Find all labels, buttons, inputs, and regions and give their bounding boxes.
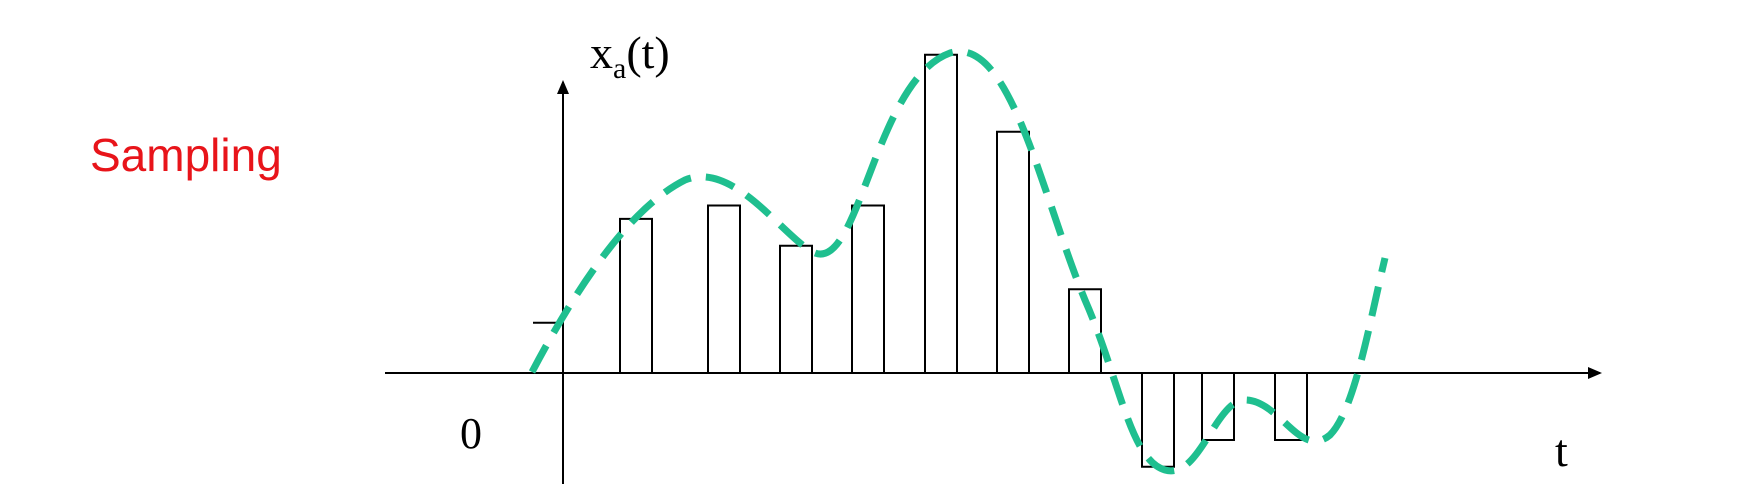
sample-pulse [1141, 373, 1175, 468]
origin-label: 0 [460, 409, 482, 458]
sample-pulse [1274, 373, 1308, 441]
sample-pulse [851, 204, 885, 373]
analog-signal-curve [528, 48, 1389, 475]
sample-pulse [619, 217, 653, 373]
sample-pulse [996, 130, 1030, 373]
sample-pulse [1068, 288, 1102, 373]
sample-pulse [779, 244, 813, 373]
slide-title: Sampling [90, 129, 282, 181]
sample-pulse [707, 204, 741, 373]
y-axis-label: xa(t) [590, 27, 670, 85]
sample-pulses [533, 53, 1308, 468]
sample-pulse [924, 53, 958, 373]
x-axis-label: t [1555, 425, 1568, 476]
